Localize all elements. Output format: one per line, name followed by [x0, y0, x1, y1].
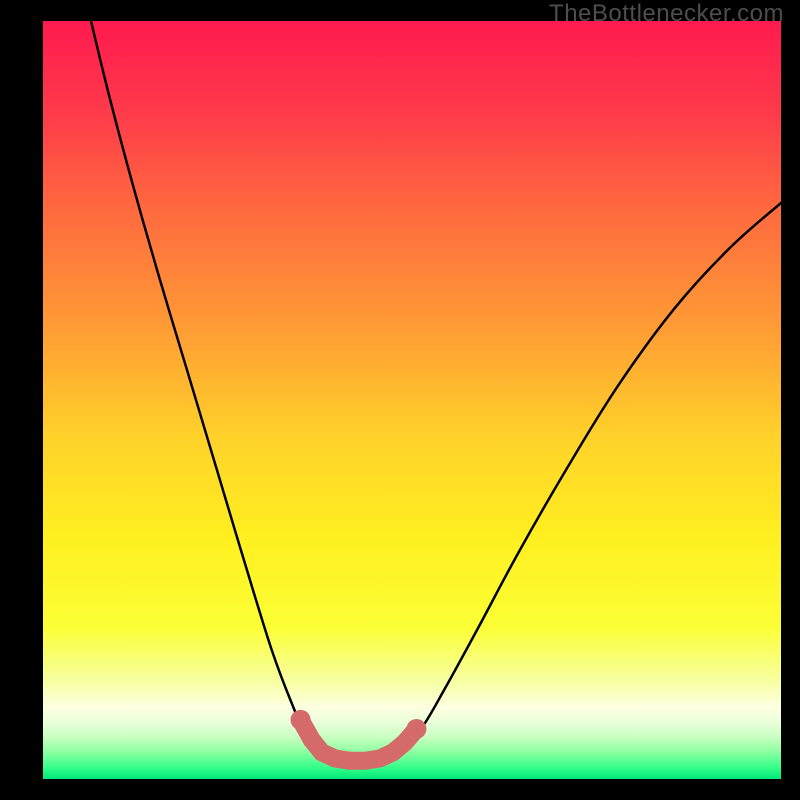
chart-svg: [43, 21, 781, 779]
watermark-text: TheBottlenecker.com: [549, 0, 784, 28]
chart-frame: TheBottlenecker.com: [0, 0, 800, 800]
marker-dot: [303, 731, 321, 749]
marker-dot: [406, 719, 426, 739]
gradient-background: [43, 21, 781, 779]
plot-area: [43, 21, 781, 779]
marker-dot: [291, 710, 311, 730]
